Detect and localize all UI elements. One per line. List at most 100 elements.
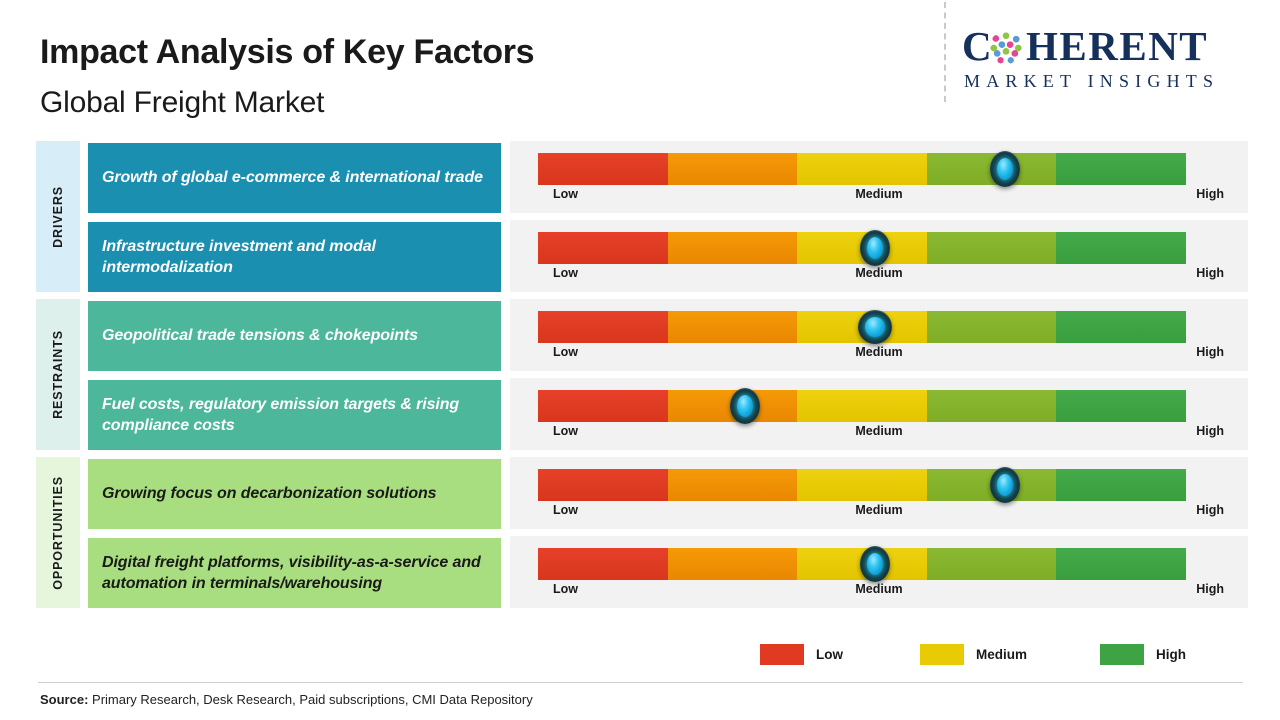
impact-scale-row: Low Medium High [510, 299, 1248, 371]
factor-box[interactable]: Fuel costs, regulatory emission targets … [88, 380, 501, 450]
impact-gradient-bar[interactable] [538, 151, 1186, 187]
category-band-drivers: DRIVERS [36, 141, 80, 292]
page-title: Impact Analysis of Key Factors [40, 33, 535, 71]
category-label: DRIVERS [51, 185, 65, 248]
impact-gradient-bar[interactable] [538, 467, 1186, 503]
header-divider [944, 2, 946, 102]
bar-segment-4 [926, 232, 1057, 264]
bar-segment-5 [1056, 232, 1186, 264]
legend-label: High [1156, 647, 1186, 662]
impact-scale-row: Low Medium High [510, 220, 1248, 292]
scale-tick-high: High [1196, 424, 1224, 438]
category-label: RESTRAINTS [51, 330, 65, 419]
scale-tick-medium: Medium [855, 266, 903, 280]
impact-gradient-bar[interactable] [538, 546, 1186, 582]
impact-marker-knob[interactable] [859, 546, 890, 582]
bar-segment-2 [667, 153, 798, 185]
scale-tick-low: Low [553, 345, 578, 359]
bar-segment-2 [667, 548, 798, 580]
source-text: Primary Research, Desk Research, Paid su… [88, 692, 533, 707]
impact-scale-row: Low Medium High [510, 378, 1248, 450]
bar-segment-2 [667, 232, 798, 264]
source-label: Source: [40, 692, 89, 707]
bar-segment-1 [538, 232, 668, 264]
factor-box[interactable]: Digital freight platforms, visibility-as… [88, 538, 501, 608]
legend-label: Medium [976, 647, 1028, 662]
scale-tick-high: High [1196, 187, 1224, 201]
bar-segment-5 [1056, 548, 1186, 580]
legend-swatch [920, 644, 964, 665]
bar-segment-2 [667, 469, 798, 501]
bar-segment-1 [538, 390, 668, 422]
bar-segment-3 [797, 153, 927, 185]
company-logo: C HERENT MARKET INSIGHTS [962, 22, 1262, 102]
factor-label: Geopolitical trade tensions & chokepoint… [102, 327, 418, 345]
bar-segment-1 [538, 469, 668, 501]
bar-segment-5 [1056, 311, 1186, 343]
legend: Low Medium High [760, 644, 1210, 670]
impact-gradient-bar[interactable] [538, 310, 1186, 344]
category-band-opportunities: OPPORTUNITIES [36, 457, 80, 608]
factor-label: Digital freight platforms, visibility-as… [102, 553, 481, 592]
scale-tick-medium: Medium [855, 424, 903, 438]
bar-segment-4 [926, 311, 1057, 343]
footer-divider [38, 682, 1243, 683]
impact-marker-knob[interactable] [989, 151, 1020, 187]
source-note: Source: Primary Research, Desk Research,… [40, 692, 533, 707]
impact-marker-knob[interactable] [859, 230, 890, 266]
bar-segment-4 [926, 390, 1057, 422]
scale-tick-medium: Medium [855, 582, 903, 596]
factor-box[interactable]: Geopolitical trade tensions & chokepoint… [88, 301, 501, 371]
logo-letter-c: C [962, 23, 994, 69]
impact-scale-row: Low Medium High [510, 536, 1248, 608]
category-label: OPPORTUNITIES [51, 475, 65, 590]
scale-tick-low: Low [553, 424, 578, 438]
scale-tick-high: High [1196, 345, 1224, 359]
logo-letters-rest: HERENT [1026, 23, 1209, 69]
factor-label: Fuel costs, regulatory emission targets … [102, 395, 460, 434]
legend-swatch [1100, 644, 1144, 665]
bar-segment-4 [926, 548, 1057, 580]
bar-segment-5 [1056, 153, 1186, 185]
scale-tick-low: Low [553, 266, 578, 280]
page-header: Impact Analysis of Key Factors Global Fr… [0, 0, 1280, 130]
page-subtitle: Global Freight Market [40, 86, 325, 119]
bar-segment-5 [1056, 390, 1186, 422]
scale-tick-high: High [1196, 503, 1224, 517]
factor-box[interactable]: Growth of global e-commerce & internatio… [88, 143, 501, 213]
impact-gradient-bar[interactable] [538, 388, 1186, 424]
factor-box[interactable]: Growing focus on decarbonization solutio… [88, 459, 501, 529]
legend-item-high: High [1100, 644, 1186, 665]
factor-label: Infrastructure investment and modal inte… [102, 237, 376, 276]
legend-label: Low [816, 647, 843, 662]
scale-tick-medium: Medium [855, 187, 903, 201]
bar-segment-5 [1056, 469, 1186, 501]
factor-label: Growth of global e-commerce & internatio… [102, 169, 483, 187]
bar-segment-2 [667, 311, 798, 343]
scale-tick-high: High [1196, 582, 1224, 596]
impact-scale-row: Low Medium High [510, 141, 1248, 213]
bar-segment-3 [797, 469, 927, 501]
scale-tick-low: Low [553, 503, 578, 517]
legend-item-medium: Medium [920, 644, 1027, 665]
scale-tick-low: Low [553, 582, 578, 596]
impact-marker-knob[interactable] [989, 467, 1020, 503]
scale-tick-medium: Medium [855, 503, 903, 517]
impact-marker-knob[interactable] [857, 310, 892, 344]
legend-swatch [760, 644, 804, 665]
bar-segment-1 [538, 153, 668, 185]
scale-tick-medium: Medium [855, 345, 903, 359]
scale-tick-high: High [1196, 266, 1224, 280]
factor-label: Growing focus on decarbonization solutio… [102, 485, 437, 503]
impact-scale-row: Low Medium High [510, 457, 1248, 529]
scale-tick-low: Low [553, 187, 578, 201]
factor-box[interactable]: Infrastructure investment and modal inte… [88, 222, 501, 292]
logo-tagline: MARKET INSIGHTS [964, 71, 1220, 91]
globe-icon [989, 31, 1023, 65]
legend-item-low: Low [760, 644, 843, 665]
category-band-restraints: RESTRAINTS [36, 299, 80, 450]
impact-marker-knob[interactable] [730, 388, 761, 424]
impact-gradient-bar[interactable] [538, 230, 1186, 266]
